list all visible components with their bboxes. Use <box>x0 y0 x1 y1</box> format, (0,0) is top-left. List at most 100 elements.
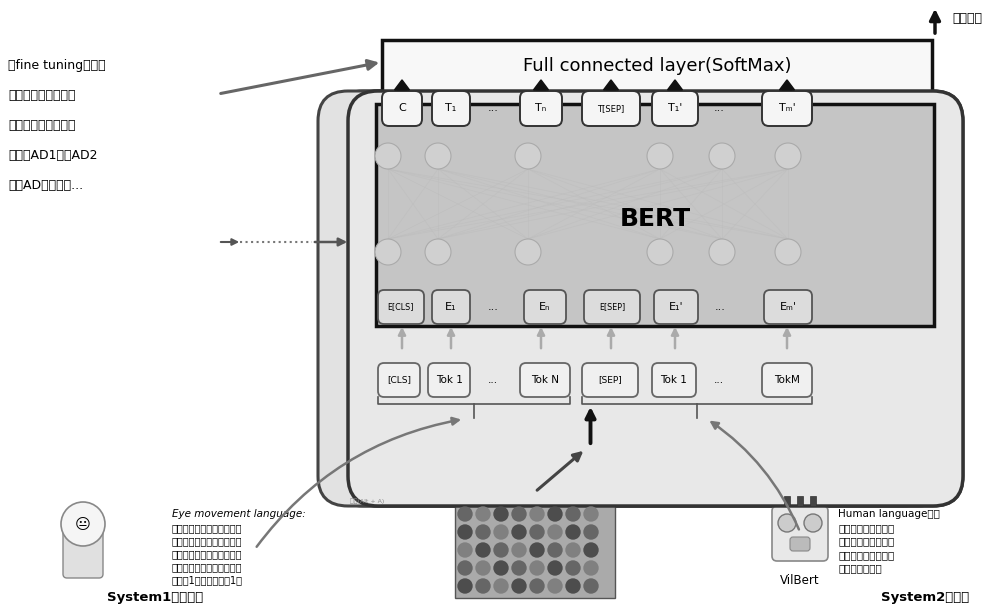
FancyBboxPatch shape <box>428 363 470 397</box>
Circle shape <box>647 239 673 265</box>
Text: 期、AD前期，等...: 期、AD前期，等... <box>8 179 83 192</box>
Text: E[SEP]: E[SEP] <box>599 303 625 311</box>
Text: ＜同像＞＜同像＞＜体重计: ＜同像＞＜同像＞＜体重计 <box>172 549 242 559</box>
Text: TokM: TokM <box>774 375 800 385</box>
Circle shape <box>804 514 822 532</box>
Text: T[SEP]: T[SEP] <box>597 104 625 113</box>
Circle shape <box>584 543 598 557</box>
FancyBboxPatch shape <box>582 91 640 126</box>
Circle shape <box>566 579 580 593</box>
Text: E₁: E₁ <box>445 302 457 312</box>
FancyBboxPatch shape <box>382 91 422 126</box>
Circle shape <box>512 579 526 593</box>
Text: 巴马总统把脚踏在体: 巴马总统把脚踏在体 <box>838 523 894 533</box>
Bar <box>382 40 932 92</box>
Text: ＞＜体重计＞＜镜子＞＜其: ＞＜体重计＞＜镜子＞＜其 <box>172 562 242 572</box>
FancyArrow shape <box>534 80 548 90</box>
Text: Tok 1: Tok 1 <box>661 375 687 385</box>
Bar <box>376 104 934 326</box>
Circle shape <box>494 525 508 539</box>
Text: BERT: BERT <box>619 208 691 231</box>
Text: System2：意识: System2：意识 <box>881 591 969 604</box>
Text: Tₘ': Tₘ' <box>779 104 795 114</box>
FancyBboxPatch shape <box>762 91 812 126</box>
FancyBboxPatch shape <box>764 290 812 324</box>
Text: ...: ... <box>714 104 724 114</box>
Text: 到了，都在笑。: 到了，都在笑。 <box>838 564 882 573</box>
Text: Full connected layer(SoftMax): Full connected layer(SoftMax) <box>523 57 791 75</box>
Circle shape <box>476 507 490 521</box>
Circle shape <box>530 579 544 593</box>
FancyBboxPatch shape <box>432 91 470 126</box>
FancyBboxPatch shape <box>348 91 963 506</box>
FancyArrow shape <box>604 80 618 90</box>
Text: T₁: T₁ <box>445 104 457 114</box>
Circle shape <box>476 543 490 557</box>
Text: Tok N: Tok N <box>531 375 559 385</box>
Text: 称体重，其它同像看: 称体重，其它同像看 <box>838 550 894 560</box>
Circle shape <box>375 239 401 265</box>
Circle shape <box>584 561 598 575</box>
Circle shape <box>512 543 526 557</box>
Bar <box>810 496 816 506</box>
Circle shape <box>584 507 598 521</box>
Circle shape <box>494 579 508 593</box>
FancyArrow shape <box>668 80 682 90</box>
Circle shape <box>584 525 598 539</box>
FancyArrow shape <box>780 80 794 90</box>
Circle shape <box>548 507 562 521</box>
Circle shape <box>494 543 508 557</box>
Circle shape <box>512 561 526 575</box>
FancyBboxPatch shape <box>772 506 828 561</box>
Text: 巴马＞＜奥巴马＞＜同像＞: 巴马＞＜奥巴马＞＜同像＞ <box>172 536 242 546</box>
Text: Eₙ: Eₙ <box>539 302 551 312</box>
Text: ＜奥巴马＞＜奥巴马＞＜奥: ＜奥巴马＞＜奥巴马＞＜奥 <box>172 523 242 533</box>
Text: ...: ... <box>488 104 498 114</box>
Text: ...: ... <box>715 302 725 312</box>
Circle shape <box>494 561 508 575</box>
FancyBboxPatch shape <box>652 91 698 126</box>
Circle shape <box>530 507 544 521</box>
Text: C: C <box>398 104 406 114</box>
Text: 分类任务: 分类任务 <box>952 12 982 26</box>
FancyBboxPatch shape <box>652 363 696 397</box>
Text: ...: ... <box>488 302 498 312</box>
Circle shape <box>458 579 472 593</box>
Circle shape <box>61 502 105 546</box>
Text: 常人、AD1期、AD2: 常人、AD1期、AD2 <box>8 149 98 162</box>
Circle shape <box>425 143 451 169</box>
Circle shape <box>778 514 796 532</box>
Text: Eₘ': Eₘ' <box>780 302 796 312</box>
Text: ...: ... <box>488 375 498 385</box>
Text: E₁': E₁' <box>669 302 683 312</box>
FancyBboxPatch shape <box>654 290 698 324</box>
Circle shape <box>515 239 541 265</box>
Circle shape <box>775 143 801 169</box>
Circle shape <box>458 561 472 575</box>
Text: Fine-Tuning: Fine-Tuning <box>497 488 623 507</box>
Circle shape <box>494 507 508 521</box>
Text: [CLS]: [CLS] <box>387 376 411 384</box>
Bar <box>455 493 615 598</box>
Circle shape <box>375 143 401 169</box>
FancyArrow shape <box>394 80 410 90</box>
FancyBboxPatch shape <box>524 290 566 324</box>
Circle shape <box>709 143 735 169</box>
Text: T₁': T₁' <box>668 104 682 114</box>
Circle shape <box>458 507 472 521</box>
FancyBboxPatch shape <box>790 537 810 551</box>
Bar <box>784 496 790 506</box>
FancyBboxPatch shape <box>520 363 570 397</box>
Circle shape <box>476 525 490 539</box>
Circle shape <box>548 525 562 539</box>
Circle shape <box>775 239 801 265</box>
Text: Eye movement language:: Eye movement language: <box>172 509 306 519</box>
FancyBboxPatch shape <box>520 91 562 126</box>
Circle shape <box>425 239 451 265</box>
Circle shape <box>566 561 580 575</box>
Circle shape <box>530 543 544 557</box>
Text: ...: ... <box>714 375 724 385</box>
Text: 截图(Alt + A): 截图(Alt + A) <box>350 499 384 504</box>
Text: [SEP]: [SEP] <box>598 376 622 384</box>
Text: E[CLS]: E[CLS] <box>388 303 414 311</box>
